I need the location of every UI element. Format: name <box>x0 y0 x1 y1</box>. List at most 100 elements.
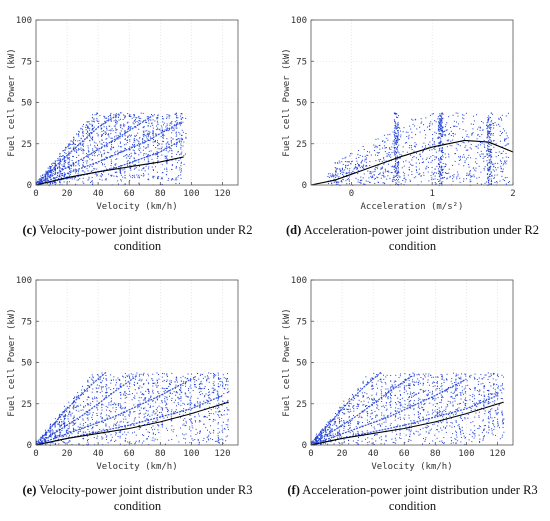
scatter-point <box>490 178 492 180</box>
scatter-point <box>331 176 333 178</box>
scatter-point <box>75 406 77 408</box>
scatter-point <box>441 440 443 442</box>
scatter-point <box>441 121 443 123</box>
scatter-point <box>64 165 66 167</box>
scatter-point <box>396 139 398 141</box>
scatter-point <box>210 409 212 411</box>
scatter-point <box>396 136 398 138</box>
scatter-point <box>57 158 59 160</box>
scatter-point <box>455 147 457 149</box>
scatter-point <box>200 382 202 384</box>
scatter-point <box>224 427 226 429</box>
scatter-point <box>69 411 71 413</box>
scatter-point <box>395 414 397 416</box>
scatter-point <box>438 129 440 131</box>
scatter-point <box>434 414 436 416</box>
scatter-point <box>413 400 415 402</box>
scatter-point <box>329 175 331 177</box>
scatter-point <box>437 116 439 118</box>
scatter-point <box>431 171 433 173</box>
scatter-point <box>124 439 126 441</box>
scatter-point <box>411 145 413 147</box>
scatter-point <box>448 172 450 174</box>
scatter-point <box>75 409 77 411</box>
scatter-point <box>455 421 457 423</box>
scatter-point <box>46 171 48 173</box>
scatter-point <box>199 382 201 384</box>
scatter-point <box>99 381 101 383</box>
scatter-point <box>115 127 117 129</box>
scatter-point <box>154 420 156 422</box>
scatter-point <box>440 120 442 122</box>
scatter-point <box>457 175 459 177</box>
scatter-point <box>418 159 420 161</box>
scatter-point <box>70 143 72 145</box>
scatter-point <box>61 173 63 175</box>
scatter-point <box>150 119 152 121</box>
x-tick-label: 60 <box>124 449 135 459</box>
scatter-point <box>212 420 214 422</box>
scatter-point <box>488 148 490 150</box>
scatter-point <box>75 170 77 172</box>
scatter-point <box>222 386 224 388</box>
scatter-point <box>147 161 149 163</box>
scatter-point <box>96 112 98 114</box>
scatter-point <box>490 171 492 173</box>
scatter-point <box>488 126 490 128</box>
scatter-point <box>169 147 171 149</box>
scatter-point <box>86 390 88 392</box>
scatter-point <box>105 156 107 158</box>
scatter-point <box>489 117 491 119</box>
scatter-point <box>85 152 87 154</box>
scatter-point <box>169 383 171 385</box>
scatter-point <box>440 116 442 118</box>
scatter-point <box>96 415 98 417</box>
scatter-point <box>161 402 163 404</box>
scatter-point <box>115 163 117 165</box>
scatter-point <box>457 115 459 117</box>
scatter-point <box>49 174 51 176</box>
scatter-point <box>399 157 401 159</box>
scatter-point <box>474 408 476 410</box>
scatter-point <box>389 403 391 405</box>
scatter-point <box>442 177 444 179</box>
scatter-point <box>456 408 458 410</box>
scatter-point <box>125 437 127 439</box>
scatter-point <box>84 405 86 407</box>
scatter-point <box>106 156 108 158</box>
scatter-point <box>386 156 388 158</box>
scatter-point <box>122 413 124 415</box>
scatter-point <box>441 406 443 408</box>
scatter-point <box>442 132 444 134</box>
scatter-point <box>94 173 96 175</box>
scatter-point <box>392 165 394 167</box>
scatter-point <box>49 183 51 185</box>
caption-d-line2: condition <box>388 239 437 253</box>
scatter-point <box>393 147 395 149</box>
scatter-point <box>110 167 112 169</box>
scatter-point <box>140 112 142 114</box>
scatter-point <box>413 150 415 152</box>
scatter-point <box>108 118 110 120</box>
scatter-point <box>424 137 426 139</box>
scatter-point <box>169 122 171 124</box>
scatter-point <box>114 125 116 127</box>
scatter-point <box>87 128 89 130</box>
scatter-point <box>465 112 467 114</box>
scatter-point <box>152 405 154 407</box>
scatter-point <box>49 434 51 436</box>
y-tick-label: 50 <box>21 99 32 109</box>
scatter-point <box>85 132 87 134</box>
scatter-point <box>367 413 369 415</box>
scatter-point <box>456 171 458 173</box>
scatter-point <box>152 425 154 427</box>
scatter-point <box>68 143 70 145</box>
scatter-point <box>497 162 499 164</box>
scatter-point <box>427 425 429 427</box>
scatter-point <box>446 178 448 180</box>
scatter-point <box>164 168 166 170</box>
scatter-point <box>40 175 42 177</box>
scatter-point <box>489 151 491 153</box>
scatter-point <box>382 374 384 376</box>
scatter-point <box>405 385 407 387</box>
